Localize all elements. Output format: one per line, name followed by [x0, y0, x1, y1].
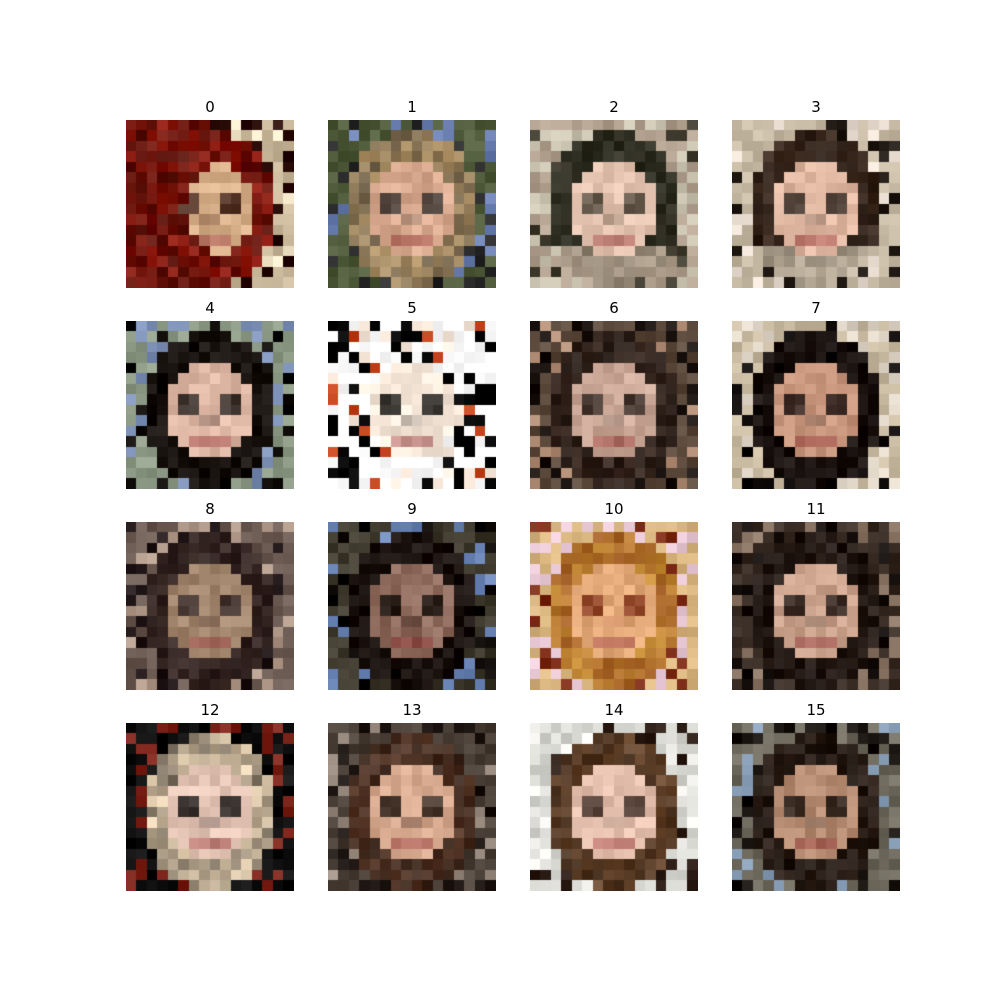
panel-title: 9 — [407, 500, 417, 518]
panel-15: 15 — [732, 701, 900, 891]
panel-title: 5 — [407, 299, 417, 317]
face-image — [732, 321, 900, 489]
panel-title: 8 — [205, 500, 215, 518]
face-image — [732, 120, 900, 288]
panel-title: 2 — [609, 98, 619, 116]
face-image — [530, 321, 698, 489]
panel-2: 2 — [530, 98, 698, 288]
panel-14: 14 — [530, 701, 698, 891]
panel-6: 6 — [530, 299, 698, 489]
panel-title: 1 — [407, 98, 417, 116]
face-image — [732, 723, 900, 891]
face-image — [126, 321, 294, 489]
panel-10: 10 — [530, 500, 698, 690]
panel-1: 1 — [328, 98, 496, 288]
panel-13: 13 — [328, 701, 496, 891]
face-image — [126, 522, 294, 690]
panel-title: 14 — [604, 701, 624, 719]
face-image — [328, 120, 496, 288]
panel-5: 5 — [328, 299, 496, 489]
panel-4: 4 — [126, 299, 294, 489]
face-image — [328, 321, 496, 489]
panel-title: 3 — [811, 98, 821, 116]
panel-3: 3 — [732, 98, 900, 288]
panel-0: 0 — [126, 98, 294, 288]
panel-12: 12 — [126, 701, 294, 891]
face-image — [328, 723, 496, 891]
panel-11: 11 — [732, 500, 900, 690]
panel-8: 8 — [126, 500, 294, 690]
face-image — [530, 522, 698, 690]
face-image — [126, 120, 294, 288]
face-image — [126, 723, 294, 891]
panel-title: 11 — [806, 500, 826, 518]
face-image — [328, 522, 496, 690]
panel-9: 9 — [328, 500, 496, 690]
panel-title: 4 — [205, 299, 215, 317]
face-image — [530, 723, 698, 891]
panel-title: 7 — [811, 299, 821, 317]
face-image — [530, 120, 698, 288]
panel-title: 15 — [806, 701, 826, 719]
panel-title: 12 — [200, 701, 220, 719]
panel-title: 13 — [402, 701, 422, 719]
panel-7: 7 — [732, 299, 900, 489]
panel-title: 6 — [609, 299, 619, 317]
face-image — [732, 522, 900, 690]
panel-title: 10 — [604, 500, 624, 518]
panel-title: 0 — [205, 98, 215, 116]
